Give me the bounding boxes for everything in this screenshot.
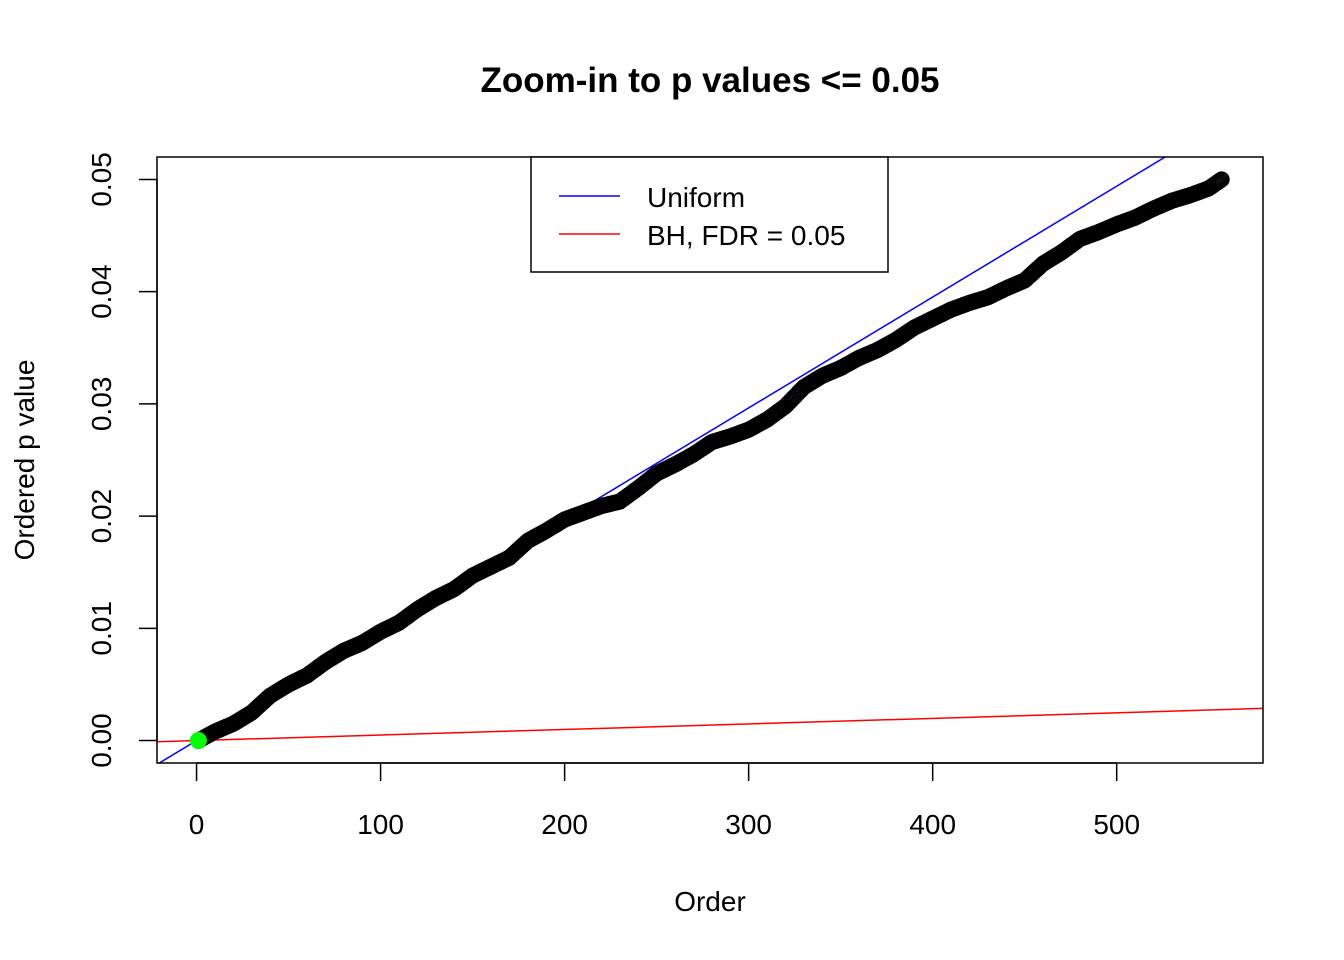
y-tick-label: 0.04 (86, 264, 117, 319)
x-tick-label: 500 (1093, 809, 1140, 840)
legend-bh-label: BH, FDR = 0.05 (647, 220, 845, 251)
y-tick-label: 0.02 (86, 489, 117, 544)
x-tick-label: 400 (909, 809, 956, 840)
y-tick-label: 0.05 (86, 152, 117, 207)
x-axis-label: Order (674, 886, 746, 917)
significant-point (189, 732, 207, 750)
legend: Uniform BH, FDR = 0.05 (530, 156, 889, 273)
y-axis: 0.00 0.01 0.02 0.03 0.04 0.05 (86, 152, 158, 768)
bh-line (157, 707, 1263, 743)
y-tick-label: 0.03 (86, 377, 117, 432)
chart-title: Zoom-in to p values <= 0.05 (480, 61, 939, 100)
y-tick-label: 0.00 (86, 713, 117, 768)
y-tick-label: 0.01 (86, 601, 117, 656)
x-axis: 0 100 200 300 400 500 (189, 762, 1140, 840)
y-axis-label: Ordered p value (9, 360, 40, 561)
legend-uniform-label: Uniform (647, 182, 745, 213)
x-tick-label: 200 (541, 809, 588, 840)
data-point (1213, 171, 1230, 188)
legend-box (530, 156, 889, 273)
x-tick-label: 300 (725, 809, 772, 840)
x-tick-label: 100 (357, 809, 404, 840)
x-tick-label: 0 (189, 809, 205, 840)
